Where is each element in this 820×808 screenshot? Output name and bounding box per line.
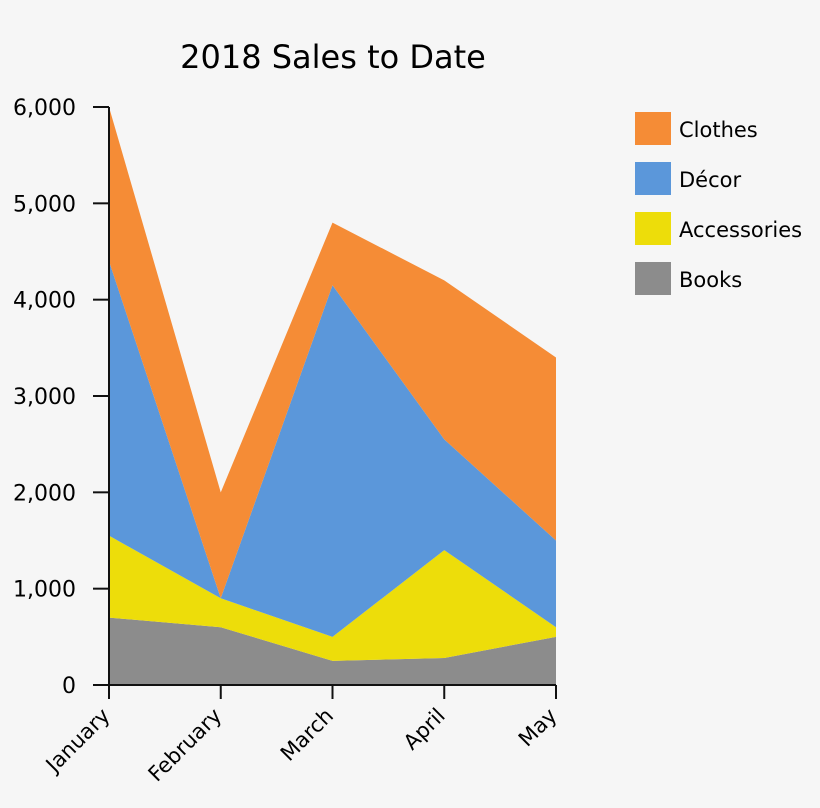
plot-areas bbox=[109, 107, 556, 685]
area-accessories bbox=[109, 535, 556, 661]
legend-swatch bbox=[635, 112, 671, 145]
area-clothes bbox=[109, 107, 556, 599]
y-tick-label: 5,000 bbox=[13, 192, 76, 217]
legend-label: Accessories bbox=[679, 218, 802, 242]
legend-swatch bbox=[635, 262, 671, 295]
legend-swatch bbox=[635, 162, 671, 195]
y-tick-label: 1,000 bbox=[13, 578, 76, 603]
chart-title: 2018 Sales to Date bbox=[180, 38, 486, 76]
x-tick-label: January bbox=[40, 704, 115, 779]
y-tick-label: 2,000 bbox=[13, 481, 76, 506]
legend-swatch bbox=[635, 212, 671, 245]
legend-label: Décor bbox=[679, 168, 741, 192]
y-tick-label: 0 bbox=[62, 674, 76, 699]
y-tick-label: 4,000 bbox=[13, 289, 76, 314]
legend-item: Accessories bbox=[635, 212, 802, 245]
y-tick-label: 3,000 bbox=[13, 385, 76, 410]
x-tick-label: April bbox=[399, 704, 450, 755]
x-tick-label: March bbox=[276, 704, 338, 766]
legend-label: Clothes bbox=[679, 118, 758, 142]
legend-item: Décor bbox=[635, 162, 741, 195]
x-tick-label: February bbox=[144, 704, 227, 787]
y-tick-label: 6,000 bbox=[13, 96, 76, 121]
area-dcor bbox=[109, 261, 556, 637]
legend-item: Books bbox=[635, 262, 742, 295]
legend-label: Books bbox=[679, 268, 742, 292]
legend-item: Clothes bbox=[635, 112, 758, 145]
area-books bbox=[109, 617, 556, 685]
legend: Clothes Décor Accessories Books bbox=[635, 112, 802, 295]
x-tick-label: May bbox=[514, 704, 562, 752]
